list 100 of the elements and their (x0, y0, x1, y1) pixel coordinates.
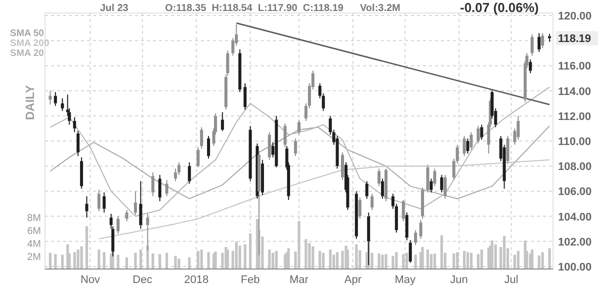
x-tick-label: Apr (344, 274, 362, 286)
bar (54, 254, 57, 269)
candlestick (466, 138, 470, 154)
bar (152, 253, 154, 269)
candlestick (60, 98, 64, 112)
bar (102, 252, 106, 269)
bar (207, 252, 210, 269)
annotation: Vol:3.2M (360, 3, 400, 14)
candlestick (174, 168, 177, 182)
bar (402, 254, 405, 269)
candlestick (470, 132, 473, 150)
x-tick-label: 2018 (184, 274, 209, 286)
bar (308, 243, 311, 269)
bar (384, 254, 388, 269)
candlestick (188, 162, 191, 184)
candlestick (538, 32, 541, 52)
candlestick (274, 115, 278, 168)
candlestick (244, 82, 247, 110)
bar (287, 248, 290, 269)
bar (452, 253, 456, 269)
bar (61, 254, 64, 269)
bar (178, 258, 180, 269)
x-tick-label: Feb (240, 274, 260, 286)
bar (395, 252, 398, 269)
bar (298, 221, 300, 269)
y2-tick-label: 8M (27, 213, 41, 224)
candlestick (73, 116, 76, 133)
candlestick (231, 38, 234, 56)
y-tick-label: 112.00 (558, 110, 592, 123)
bar (248, 233, 252, 269)
bar (392, 256, 394, 269)
bar (165, 252, 168, 269)
candlestick (207, 135, 210, 160)
bar (318, 250, 322, 269)
bar (513, 254, 516, 269)
candlestick (248, 125, 252, 182)
candlestick (294, 138, 298, 157)
candlestick (426, 164, 430, 193)
bar (196, 250, 200, 269)
line-series (50, 86, 550, 217)
candlestick (378, 168, 381, 187)
bar (502, 236, 506, 269)
candlestick (528, 58, 532, 74)
bar (494, 244, 497, 269)
candlestick (433, 168, 436, 187)
bar (470, 252, 473, 269)
bar (304, 239, 308, 269)
candlestick (134, 190, 137, 216)
candlestick (405, 212, 408, 241)
bar (322, 252, 325, 269)
text: SMA 50 (10, 28, 44, 39)
candlestick (238, 48, 242, 93)
candlestick (354, 190, 358, 240)
candlestick (97, 189, 100, 212)
bar (116, 254, 120, 269)
candlestick (151, 172, 154, 197)
bar (346, 250, 350, 269)
x-tick-label: Mar (290, 274, 309, 286)
candlestick (125, 210, 128, 222)
candlestick (541, 32, 544, 49)
bar (139, 250, 142, 269)
bar (235, 242, 238, 269)
bar (200, 250, 203, 269)
bar (433, 253, 436, 269)
y-tick-label: 104.00 (558, 211, 592, 224)
candlestick (80, 156, 84, 190)
y-tick-label: 110.00 (558, 136, 592, 148)
bar (73, 252, 76, 269)
candlestick (506, 135, 510, 164)
candlestick (196, 146, 200, 168)
candlestick (268, 132, 271, 160)
candlestick (85, 196, 88, 218)
bar (272, 252, 274, 269)
candlestick (530, 34, 534, 56)
bar (174, 256, 177, 269)
bar (134, 252, 137, 269)
bar (541, 252, 544, 269)
candlestick (116, 216, 120, 234)
bar (48, 252, 52, 269)
bar (355, 244, 358, 269)
bar (378, 253, 380, 269)
bar (226, 250, 229, 269)
text: DAILY (23, 85, 37, 120)
bar (538, 255, 540, 269)
x-tick-label: Nov (80, 274, 101, 286)
candlestick (139, 180, 142, 230)
bar (381, 254, 384, 269)
bar (244, 244, 246, 269)
bar (414, 254, 417, 269)
candlestick (480, 124, 484, 140)
bar (312, 246, 314, 269)
candlestick (381, 178, 384, 200)
bar (490, 240, 494, 269)
bar (125, 257, 128, 269)
annotation: -0.07 (0.06%) (460, 0, 539, 15)
bar (336, 252, 339, 269)
candlestick (421, 186, 424, 220)
candlestick (284, 122, 287, 148)
bar (426, 250, 430, 269)
candlestick (384, 168, 388, 202)
